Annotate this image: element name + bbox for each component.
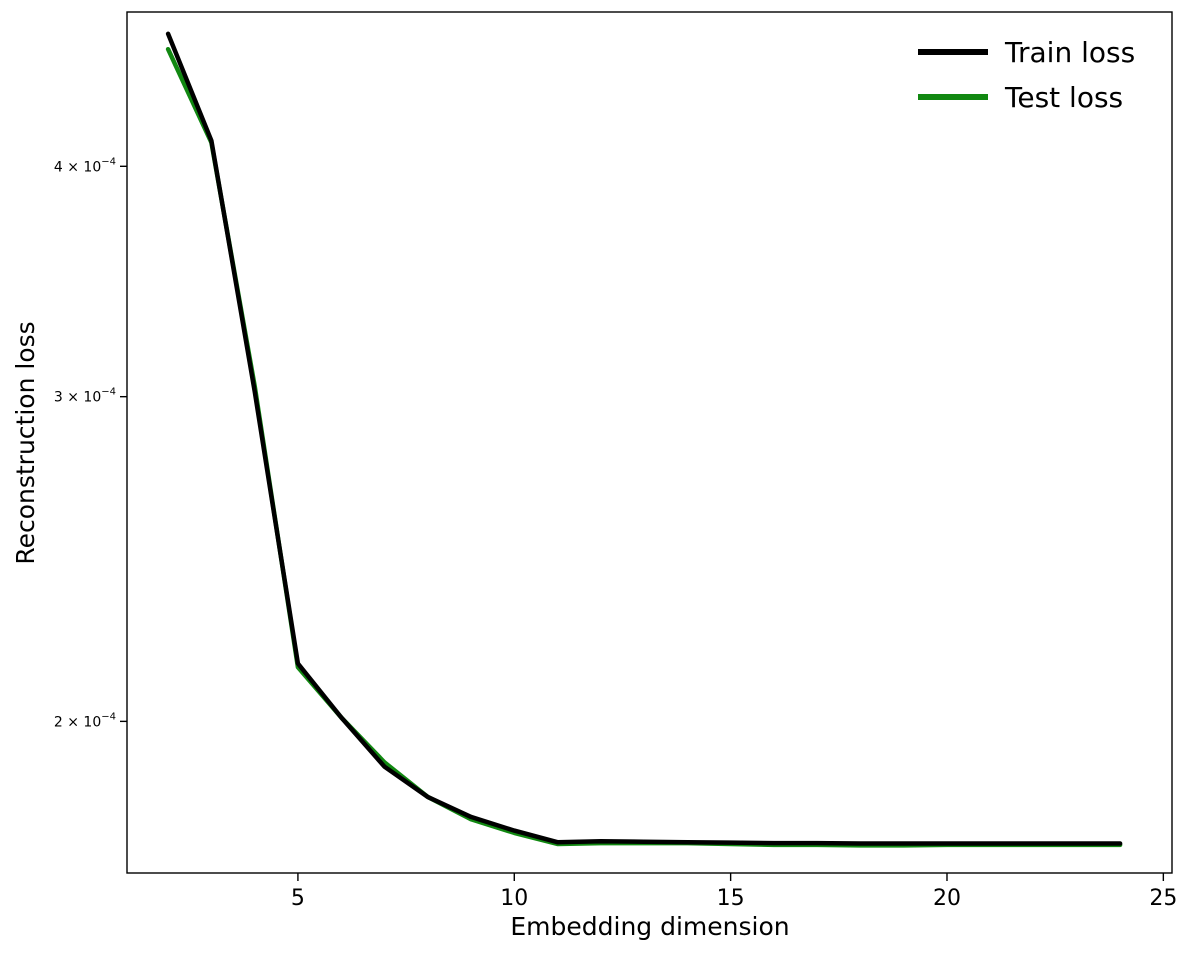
series-line-test-loss [165,46,1123,848]
legend-label: Train loss [1004,36,1135,69]
y-axis-ticks: 2 × 10−4 3 × 10−4 4 × 10−4 [54,156,127,730]
x-tick-label: 25 [1149,886,1177,911]
legend-label: Test loss [1004,81,1123,114]
series-line-train-loss [165,31,1123,846]
y-axis-label: Reconstruction loss [11,321,40,564]
plot-area-border [126,11,1173,874]
y-tick-label: 3 × 10−4 [54,387,116,406]
legend: Train loss Test loss [918,36,1135,114]
x-tick-label: 20 [933,886,961,911]
plot-frame [126,11,1173,874]
y-tick-label: 2 × 10−4 [54,711,116,730]
x-axis-ticks: 5 10 15 20 25 [291,873,1177,911]
series-lines [165,31,1123,848]
x-axis-label: Embedding dimension [510,912,789,941]
x-tick-label: 15 [717,886,745,911]
x-tick-label: 5 [291,886,305,911]
x-tick-label: 10 [500,886,528,911]
y-tick-label: 4 × 10−4 [54,156,116,175]
